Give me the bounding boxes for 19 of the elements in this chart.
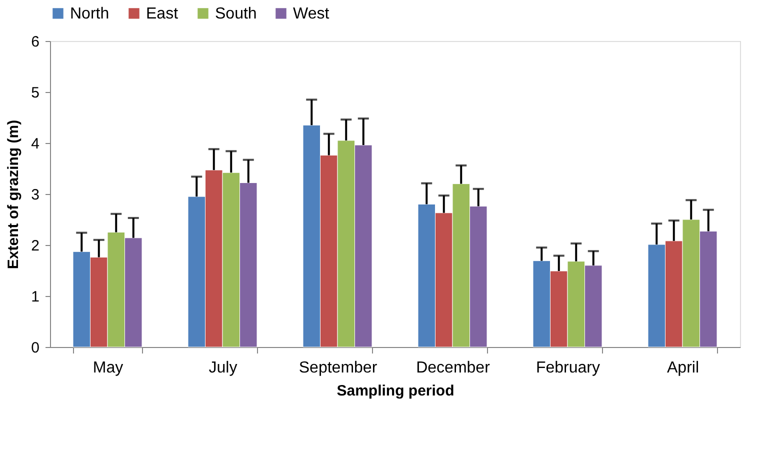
x-tick-label: December [416,360,491,376]
legend-label: West [293,5,330,22]
legend-label: North [70,5,110,22]
y-tick-label: 2 [31,238,40,254]
y-tick-label: 0 [31,340,40,356]
x-tick-label: April [666,360,700,376]
legend-label: South [215,5,257,22]
x-axis-title: Sampling period [336,382,454,400]
x-tick-label: May [92,360,124,376]
y-tick-label: 6 [31,34,40,50]
y-tick-label: 3 [31,186,40,204]
y-axis-title: Extent of grazing (m) [5,120,22,270]
x-tick-label: February [536,360,600,376]
x-tick-label: July [208,360,238,376]
legend-label: East [146,5,179,22]
y-tick-label: 1 [31,288,40,306]
y-tick-label: 4 [31,136,40,152]
x-tick-label: September [298,360,378,376]
y-tick-label: 5 [31,84,40,102]
